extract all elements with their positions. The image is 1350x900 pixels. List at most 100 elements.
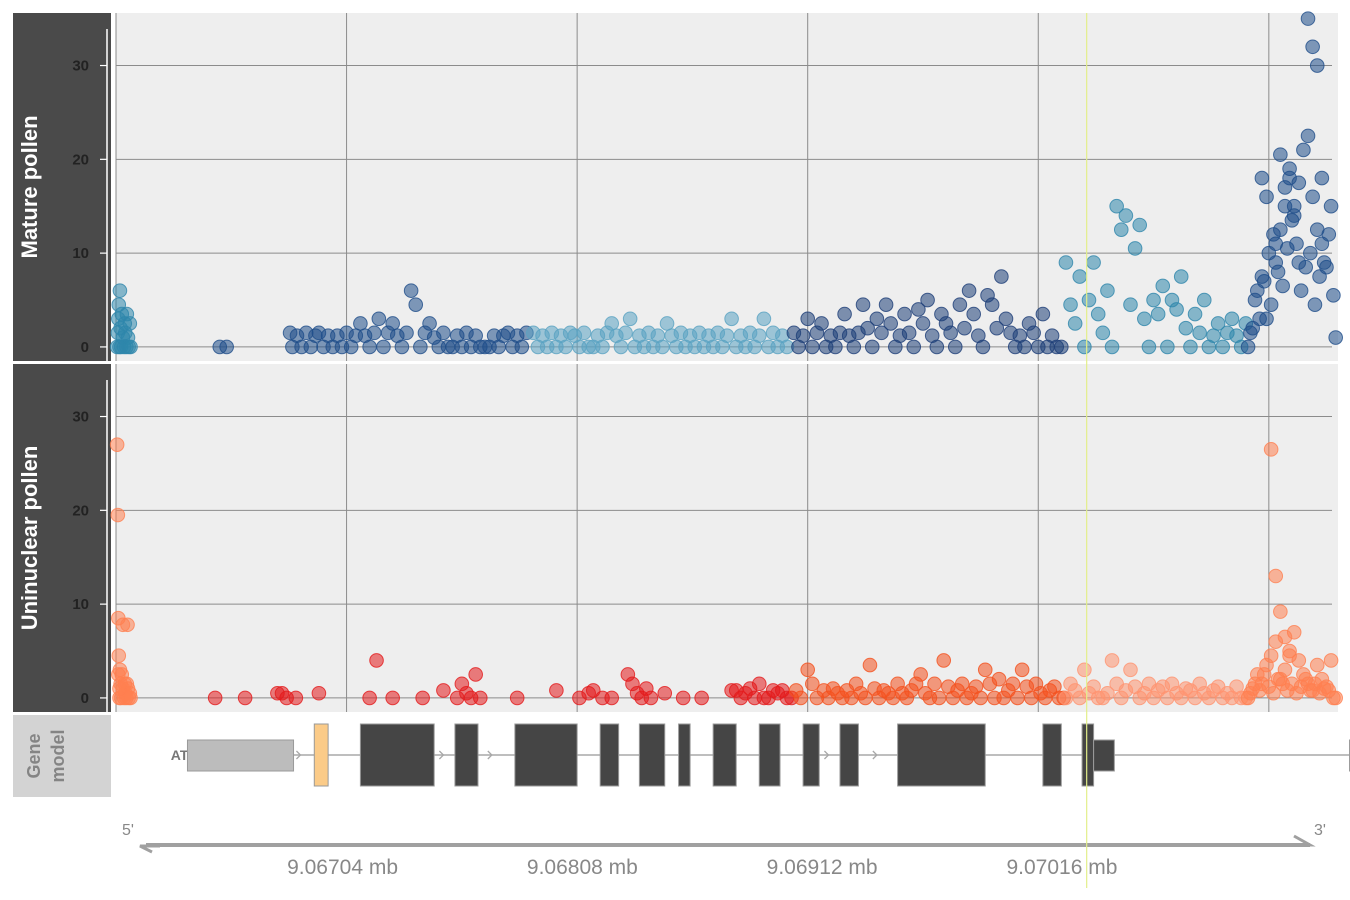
x-tick-label-2: 9.06912 mb (767, 856, 878, 879)
data-point (1316, 255, 1332, 270)
data-point (1284, 212, 1300, 228)
data-point (1187, 306, 1203, 322)
data-point (120, 617, 135, 633)
data-point (576, 325, 592, 341)
data-point (1270, 264, 1286, 280)
exon-6 (712, 723, 737, 787)
data-point (422, 316, 437, 331)
data-point (878, 297, 894, 313)
exon-3 (599, 723, 620, 787)
data-point (1305, 189, 1320, 205)
data-point (795, 328, 811, 343)
data-point (1196, 292, 1212, 308)
y-tick-label-1: 10 (72, 596, 89, 613)
data-point (237, 690, 253, 706)
data-point (1263, 648, 1279, 664)
panel-strip (13, 364, 111, 712)
data-point (604, 690, 620, 706)
data-point (1293, 283, 1309, 298)
data-point (975, 339, 991, 355)
panel-strip-label: Mature pollen (17, 115, 42, 258)
data-point (1314, 170, 1330, 186)
data-point (1300, 128, 1316, 144)
gene-model-strip-label-line1: Gene (24, 733, 44, 778)
data-point (1277, 180, 1293, 195)
x-tick-label-1: 9.06808 mb (527, 856, 638, 879)
data-point (1252, 311, 1267, 327)
y-tick-label-1: 10 (72, 245, 89, 262)
points-1 (109, 437, 1343, 706)
data-point (595, 339, 610, 355)
data-point (1275, 278, 1290, 294)
data-point (724, 311, 739, 327)
data-point (403, 283, 419, 298)
data-point (954, 676, 970, 692)
data-point (719, 328, 735, 343)
data-point (1072, 269, 1088, 284)
exon-5 (678, 723, 691, 787)
data-point (1277, 629, 1293, 645)
data-point (883, 316, 899, 331)
data-point (1328, 330, 1343, 345)
data-point (936, 653, 952, 668)
intron-arrow-3 (823, 750, 830, 760)
data-point (1273, 147, 1288, 162)
data-point (655, 339, 670, 355)
data-point (549, 683, 564, 698)
data-point (793, 690, 809, 706)
y-tick-label-0: 0 (81, 690, 89, 707)
data-point (874, 325, 889, 341)
intron-arrow-0 (295, 750, 302, 760)
data-point (901, 325, 917, 341)
data-point (436, 325, 451, 341)
data-point (604, 316, 620, 331)
intron-arrow-2 (487, 750, 493, 760)
data-point (984, 297, 1000, 313)
data-point (1063, 297, 1078, 313)
data-point (1321, 227, 1337, 242)
data-point (929, 339, 945, 355)
data-point (1307, 297, 1323, 313)
data-point (207, 690, 223, 706)
data-point (1146, 292, 1161, 308)
terminal-exon (1093, 739, 1115, 772)
data-point (1090, 306, 1106, 322)
data-point (353, 316, 368, 331)
data-point (1309, 657, 1325, 673)
data-point (1312, 269, 1327, 284)
gene-model-strip-label-line2: model (48, 729, 68, 782)
data-point (1192, 325, 1207, 341)
data-point (1240, 339, 1256, 355)
data-point (376, 339, 391, 355)
data-point (920, 292, 935, 308)
data-point (122, 316, 138, 331)
exon-4 (638, 723, 666, 787)
exon-0 (359, 723, 435, 787)
data-point (855, 297, 871, 313)
data-point (846, 339, 862, 355)
data-point (1095, 325, 1111, 341)
data-point (805, 676, 820, 692)
data-point (1141, 339, 1157, 355)
data-point (1132, 217, 1148, 233)
data-point (1259, 189, 1274, 205)
data-point (1113, 222, 1129, 237)
data-point (814, 316, 829, 331)
data-point (1173, 269, 1189, 284)
data-point (1026, 325, 1041, 341)
data-point (1309, 58, 1325, 73)
data-point (657, 685, 673, 701)
y-tick-label-2: 20 (72, 502, 89, 519)
points-0 (109, 11, 1343, 355)
data-point (869, 311, 885, 327)
data-point (394, 339, 410, 355)
gene-model-strip (13, 715, 111, 797)
data-point (472, 690, 488, 706)
data-point (123, 339, 138, 355)
data-point (952, 297, 968, 313)
y-tick-label-3: 30 (72, 58, 89, 75)
y-tick-label-0: 0 (81, 339, 89, 356)
data-point (1014, 662, 1030, 678)
data-point (1263, 442, 1279, 457)
data-point (911, 302, 926, 317)
